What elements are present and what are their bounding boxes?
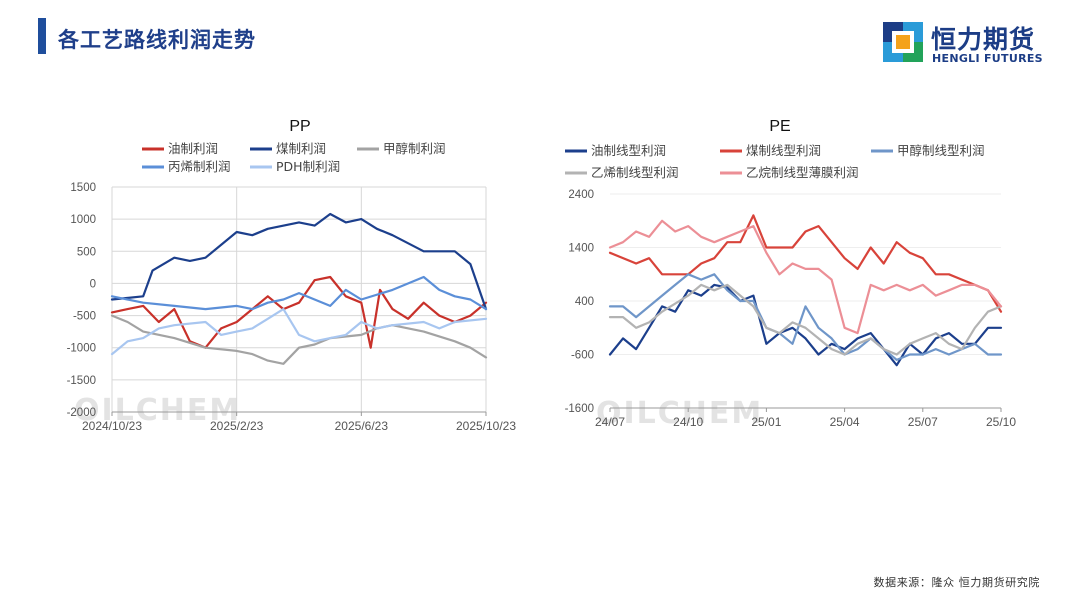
legend-label: PDH制利润 [276, 159, 340, 174]
y-tick-label: 500 [77, 246, 96, 258]
y-tick-label: 400 [575, 296, 594, 308]
series-line-4 [608, 283, 1003, 356]
y-tick-label: -1000 [67, 343, 96, 355]
series-line-5 [608, 219, 1003, 335]
legend-label: 甲醇制利润 [383, 141, 446, 156]
series-line-2 [608, 214, 1003, 313]
title-accent-bar [38, 18, 46, 54]
logo-mark-icon [883, 22, 923, 62]
series-line-4 [110, 275, 488, 311]
y-tick-label: 0 [90, 278, 96, 290]
legend-label: 乙烯制线型利润 [591, 165, 679, 180]
legend-label: 丙烯制利润 [168, 159, 231, 174]
chart-pp: OILCHEM PP 1500 1000 500 0 -500 -1000 -1500 -2000… [67, 118, 517, 433]
series-line-5 [110, 308, 488, 356]
series-line-3 [110, 314, 488, 365]
y-tick-label: -1500 [67, 375, 96, 387]
y-tick-label: -1600 [565, 403, 594, 415]
y-tick-label: 1500 [70, 182, 96, 194]
series-line-1 [110, 275, 488, 349]
x-tick-label: 24/10 [673, 415, 703, 429]
x-tick-label: 24/07 [595, 415, 625, 429]
x-tick-label: 2024/10/23 [82, 419, 142, 433]
legend-label: 煤制利润 [276, 141, 326, 156]
y-tick-label: 1000 [70, 214, 96, 226]
x-tick-label: 25/01 [751, 415, 781, 429]
series-line-2 [110, 212, 488, 311]
x-tick-label: 25/10 [986, 415, 1016, 429]
series-line-1 [608, 283, 1003, 367]
legend-label: 煤制线型利润 [746, 143, 821, 158]
y-tick-label: 1400 [568, 243, 594, 255]
legend-label: 油制利润 [168, 141, 218, 156]
watermark-text: OILCHEM [596, 396, 763, 431]
chart-title: PE [769, 118, 790, 135]
legend-label: 乙烷制线型薄膜利润 [746, 165, 859, 180]
watermark-text: OILCHEM [74, 393, 241, 428]
company-logo: 恒力期货 HENGLI FUTURES [883, 20, 1061, 68]
x-tick-label: 2025/10/23 [456, 419, 516, 433]
x-tick-label: 25/07 [908, 415, 938, 429]
x-tick-label: 2025/2/23 [210, 419, 264, 433]
x-tick-label: 2025/6/23 [335, 419, 389, 433]
logo-chinese-name: 恒力期货 [931, 25, 1036, 54]
y-tick-label: -500 [73, 311, 96, 323]
chart-title: PP [289, 118, 310, 135]
legend-label: 油制线型利润 [591, 143, 666, 158]
series-line-3 [608, 273, 1003, 361]
legend-label: 甲醇制线型利润 [897, 143, 985, 158]
y-tick-label: -2000 [67, 407, 96, 419]
page-title: 各工艺路线利润走势 [58, 28, 256, 52]
y-tick-label: -600 [571, 350, 594, 362]
x-tick-label: 25/04 [830, 415, 860, 429]
y-tick-label: 2400 [568, 189, 594, 201]
logo-english-name: HENGLI FUTURES [932, 52, 1043, 65]
data-source-note: 数据来源：隆众 恒力期货研究院 [873, 576, 1040, 589]
